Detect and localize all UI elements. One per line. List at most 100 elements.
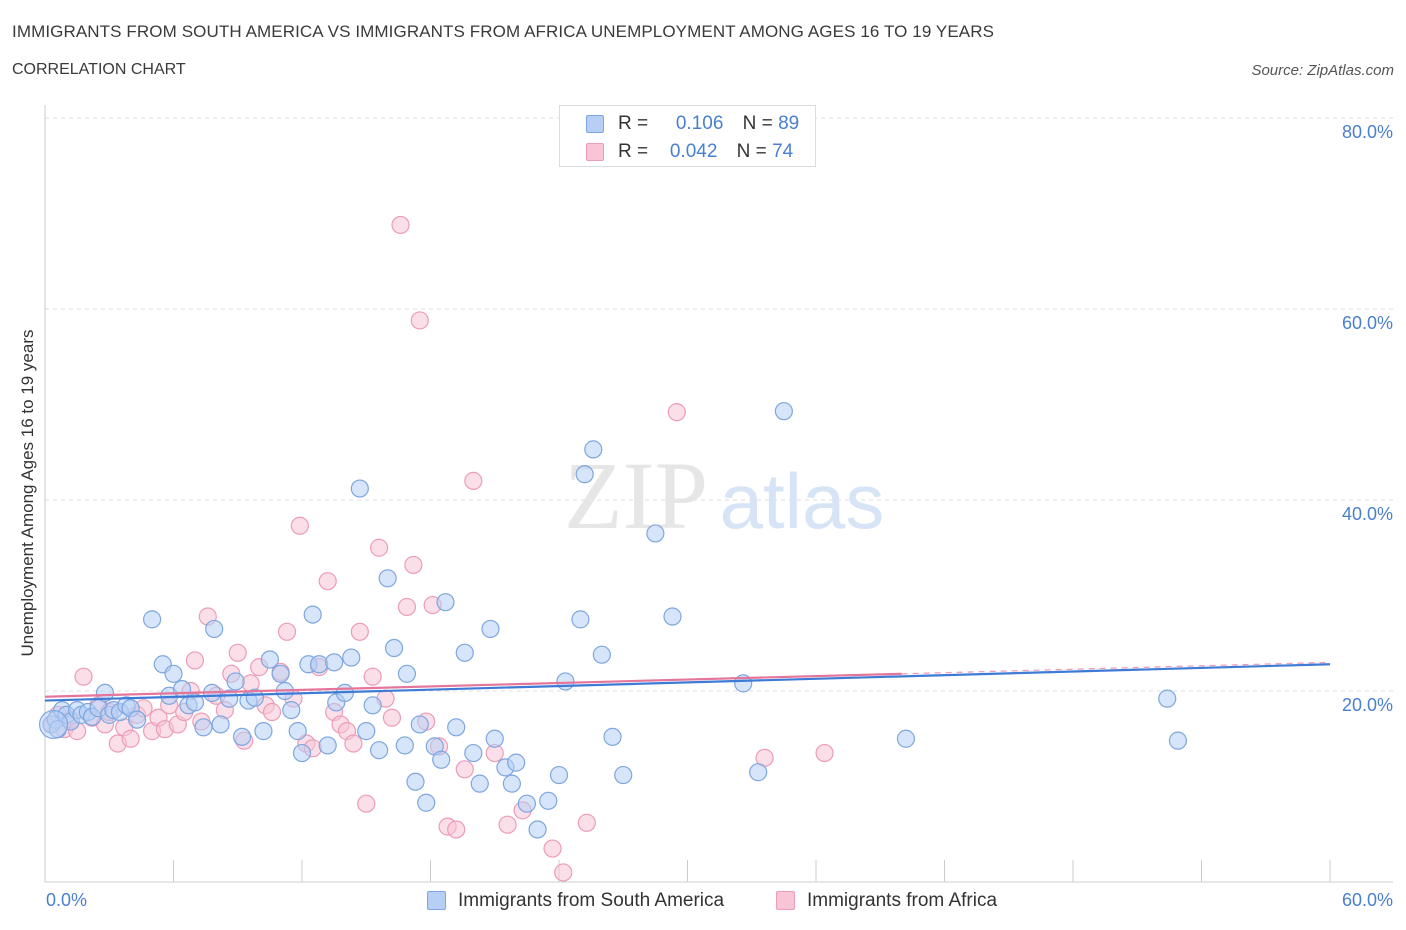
bottom-legend-swatch-blue: [427, 891, 446, 910]
africa-point-37: [290, 516, 309, 535]
south-america-point-24: [185, 693, 205, 712]
bottom-legend-label-south-america: Immigrants from South America: [458, 890, 725, 911]
south-america-point-52: [370, 741, 389, 760]
chart-subtitle: CORRELATION CHART: [12, 61, 186, 78]
south-america-point-80: [592, 645, 611, 664]
bottom-legend-swatch-pink: [776, 891, 795, 910]
south-america-point-73: [528, 820, 547, 839]
south-america-point-25: [194, 718, 213, 737]
watermark-atlas: atlas: [720, 457, 885, 545]
africa-point-54: [404, 555, 423, 575]
south-america-point-56: [397, 664, 417, 683]
legend-swatch-pink: [586, 143, 604, 161]
south-america-point-65: [464, 743, 483, 763]
chart-title: IMMIGRANTS FROM SOUTH AMERICA VS IMMIGRA…: [12, 22, 995, 41]
trend-lines: [44, 661, 1331, 702]
south-america-point-48: [342, 648, 361, 667]
legend-n-value-2: 74: [772, 141, 794, 162]
south-america-point-30: [226, 672, 245, 691]
africa-point-60: [447, 820, 466, 839]
africa-point-49: [370, 538, 389, 557]
south-america-point-35: [260, 650, 279, 669]
south-america-point-11: [95, 683, 115, 703]
africa-point-67: [554, 863, 573, 882]
south-america-point-64: [455, 643, 474, 662]
africa-point-61: [455, 760, 474, 779]
africa-point-62: [464, 471, 483, 490]
south-america-point-55: [395, 736, 414, 755]
africa-point-46: [350, 622, 369, 641]
africa-point-33: [262, 702, 282, 722]
south-america-point-68: [485, 729, 504, 748]
south-america-point-77: [571, 610, 590, 629]
south-america-point-82: [614, 765, 633, 785]
south-america-point-75: [549, 765, 569, 785]
south-america-point-28: [211, 715, 230, 734]
legend-swatch-blue: [586, 115, 604, 133]
south-america-point-76: [556, 672, 575, 691]
south-america-point-38: [282, 700, 301, 720]
africa-point-5: [74, 667, 93, 686]
south-america-point-66: [470, 774, 489, 793]
south-america-point-58: [410, 715, 429, 734]
south-america-point-71: [507, 753, 526, 772]
africa-point-69: [667, 403, 686, 422]
south-america-point-63: [447, 718, 466, 737]
south-america-point-54: [384, 638, 404, 658]
points-africa: [42, 215, 834, 882]
africa-point-41: [318, 572, 337, 591]
south-america-point-72: [517, 794, 536, 813]
south-america-point-88: [896, 729, 916, 748]
south-america-point-43: [310, 655, 329, 674]
africa-point-64: [498, 815, 517, 834]
y-tick-label-40: 40.0%: [1341, 504, 1393, 524]
south-america-point-36: [271, 664, 290, 683]
africa-point-45: [344, 734, 363, 753]
legend-r-label: R =: [618, 113, 649, 134]
watermark-zip: ZIP: [564, 442, 708, 549]
africa-point-22: [185, 651, 205, 670]
south-america-point-57: [406, 772, 425, 791]
south-america-point-17: [127, 710, 147, 729]
y-tick-label-20: 20.0%: [1341, 695, 1393, 715]
points-south-america: [38, 402, 1188, 839]
south-america-point-61: [432, 750, 451, 769]
south-america-point-42: [303, 605, 322, 624]
x-tick-label-min: 0.0%: [46, 890, 88, 910]
legend-r-label: R =: [618, 141, 649, 162]
africa-point-66: [543, 839, 562, 858]
south-america-point-18: [142, 610, 162, 629]
south-america-point-89: [1158, 689, 1177, 708]
south-america-point-21: [164, 664, 183, 683]
south-america-point-51: [363, 696, 382, 715]
legend-n-label: N =: [736, 141, 767, 162]
south-america-point-45: [325, 653, 344, 672]
africa-point-12: [121, 729, 140, 748]
south-america-point-90: [1168, 731, 1188, 750]
legend-n-label: N =: [742, 113, 773, 134]
legend-n-value-1: 89: [778, 113, 800, 134]
source-credit: Source: ZipAtlas.com: [1251, 62, 1394, 79]
south-america-point-50: [357, 722, 376, 741]
south-america-point-44: [318, 736, 337, 755]
y-tick-label-60: 60.0%: [1341, 313, 1393, 333]
south-america-point-39: [288, 722, 307, 741]
south-america-point-70: [502, 774, 521, 793]
africa-point-71: [815, 743, 834, 763]
africa-point-28: [228, 643, 247, 662]
africa-point-68: [577, 813, 596, 832]
africa-point-52: [391, 215, 410, 235]
trend-line-south-america: [44, 663, 1331, 702]
africa-point-35: [277, 622, 297, 641]
legend-r-value-2: 0.042: [669, 141, 718, 162]
africa-point-47: [357, 794, 376, 813]
y-tick-label-80: 80.0%: [1341, 122, 1393, 142]
africa-point-55: [410, 311, 429, 330]
legend-r-value-1: 0.106: [675, 113, 724, 134]
south-america-point-87: [774, 402, 793, 421]
south-america-cluster-point: [38, 709, 69, 740]
south-america-point-74: [539, 791, 558, 810]
south-america-point-34: [254, 722, 273, 741]
trend-line-africa-extension: [901, 661, 1331, 675]
